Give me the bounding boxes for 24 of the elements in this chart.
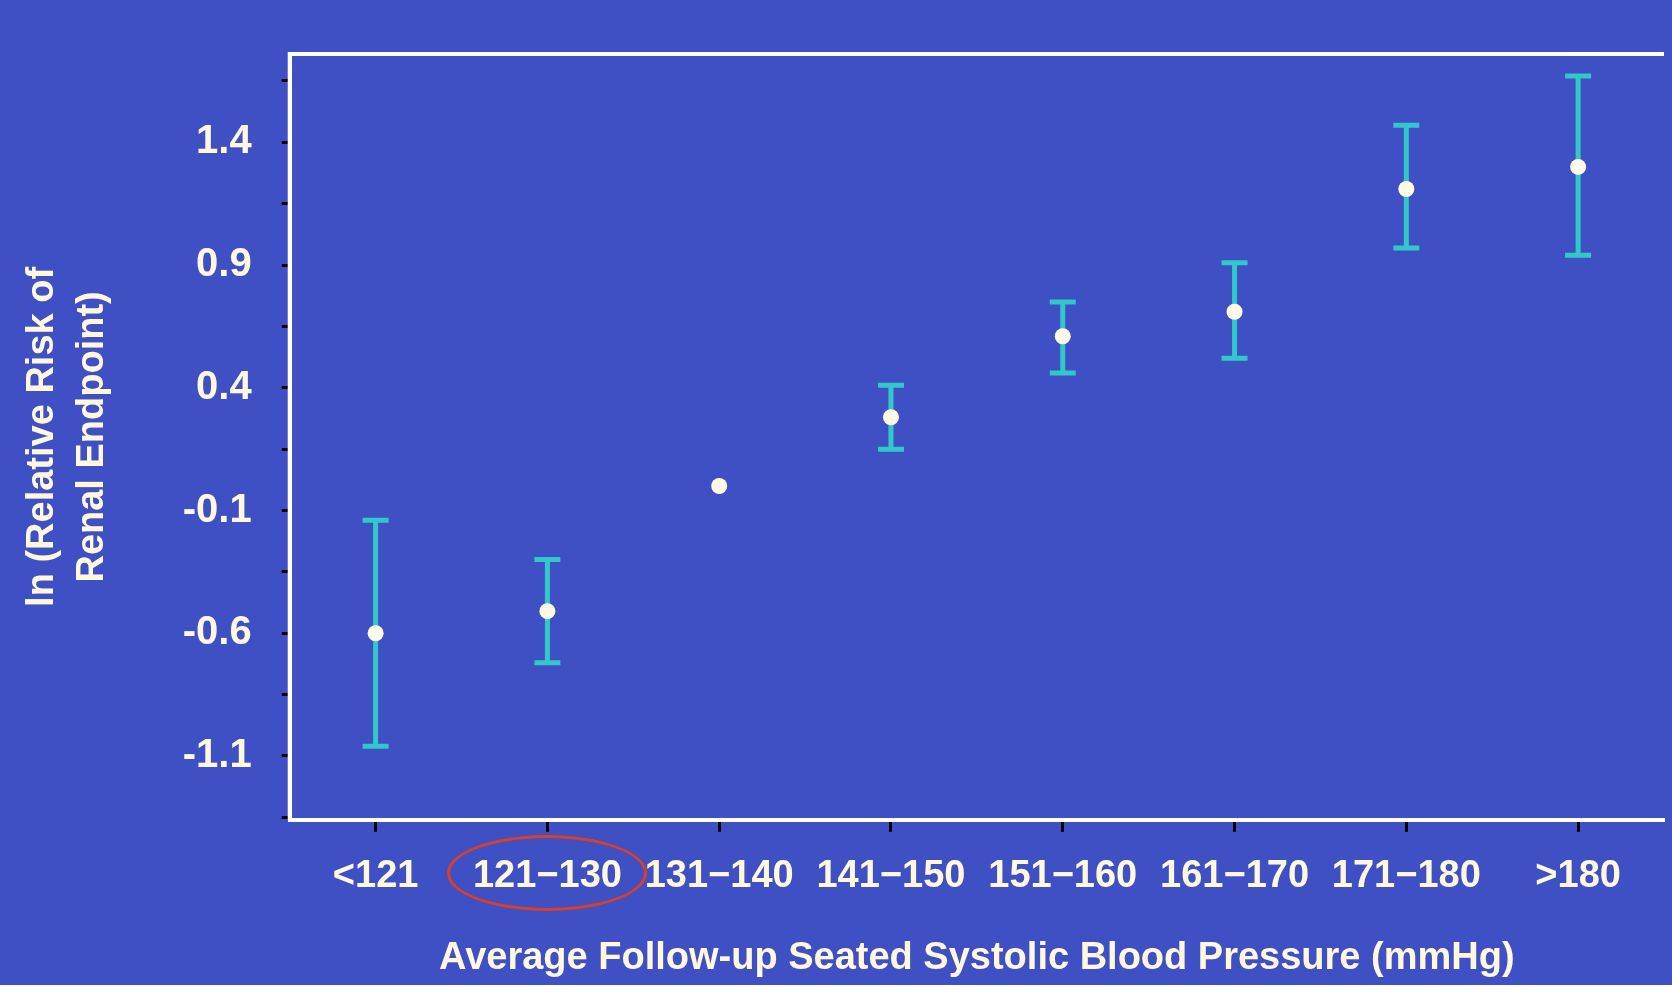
point [711, 477, 728, 494]
x-tick-label: <121 [332, 853, 419, 896]
x-tick-label: 171−180 [1331, 853, 1481, 896]
x-tick-label: 141−150 [816, 853, 966, 896]
x-tick-label: >180 [1535, 853, 1621, 896]
point [1226, 303, 1243, 320]
point [882, 409, 899, 426]
x-axis-title: Average Follow-up Seated Systolic Blood Pressure (mmHg) [439, 934, 1515, 977]
y-tick-label: -0.6 [182, 608, 252, 653]
y-tick-label: 0.9 [196, 240, 252, 285]
y-tick-label: -1.1 [182, 731, 252, 776]
y-tick-label: 0.4 [196, 362, 253, 407]
x-tick-label: 161−170 [1160, 853, 1310, 896]
point [1570, 158, 1587, 175]
y-axis-title: ln (Relative Risk of Renal Endpoint) [19, 266, 111, 607]
y-tick-label: 1.4 [196, 117, 253, 162]
point [1054, 328, 1071, 345]
x-tick-label: 131−140 [644, 853, 794, 896]
point [367, 625, 384, 642]
x-tick-label: 121−130 [472, 853, 622, 896]
point [1398, 181, 1415, 197]
y-tick-label: -0.1 [182, 485, 252, 530]
point [539, 603, 556, 620]
x-tick-label: 151−160 [988, 853, 1138, 896]
